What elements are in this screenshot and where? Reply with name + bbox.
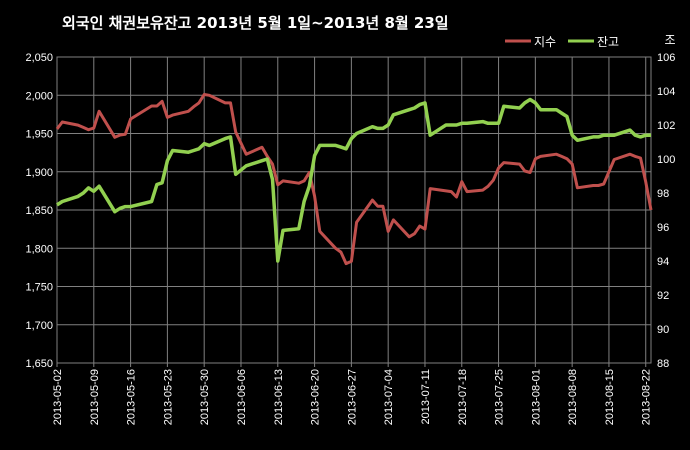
x-tick-label: 2013-08-22 [641, 369, 653, 425]
y-left-tick-label: 2,000 [25, 90, 53, 102]
x-tick-label: 2013-05-16 [126, 369, 138, 425]
y-left-tick-label: 1,850 [25, 205, 53, 217]
y-right-tick-label: 100 [657, 154, 675, 166]
chart-title: 외국인 채권보유잔고 2013년 5월 1일~2013년 8월 23일 [62, 14, 449, 32]
y-left-tick-label: 1,700 [25, 320, 53, 332]
x-tick-label: 2013-08-15 [604, 369, 616, 425]
legend: 지수 잔고 [505, 35, 619, 49]
y-right-tick-label: 104 [657, 86, 675, 98]
y-left-tick-label: 1,750 [25, 282, 53, 294]
x-tick-label: 2013-06-13 [273, 369, 285, 425]
series-line-index [55, 93, 653, 266]
x-tick-label: 2013-07-11 [420, 369, 432, 424]
y-left-tick-label: 1,900 [25, 167, 53, 179]
x-tick-label: 2013-06-27 [346, 369, 358, 425]
y-right-tick-label: 102 [657, 120, 675, 132]
plot-area: 1,650 1,700 1,750 1,800 1,850 1,900 1,950 2,000… [25, 52, 675, 425]
x-tick-label: 2013-05-09 [89, 369, 101, 425]
series-line-balance [56, 97, 651, 263]
legend-label: 지수 [534, 35, 556, 49]
legend-label: 잔고 [597, 35, 619, 49]
y-right-tick-label: 96 [657, 222, 669, 234]
x-tick-label: 2013-08-08 [567, 369, 579, 425]
y-right-tick-label: 90 [657, 324, 669, 336]
y-right-tick-label: 88 [657, 358, 669, 370]
y-right-tick-label: 92 [657, 290, 669, 302]
y-right-tick-label: 106 [657, 52, 675, 64]
x-tick-label: 2013-05-23 [162, 369, 174, 425]
x-tick-label: 2013-06-20 [310, 369, 322, 425]
x-tick-label: 2013-07-18 [457, 369, 469, 425]
y-right-tick-label: 94 [657, 256, 669, 268]
x-tick-label: 2013-08-01 [530, 369, 542, 425]
y-left-tick-label: 1,650 [25, 358, 53, 370]
y-left-tick-label: 1,800 [25, 243, 53, 255]
y-left-tick-label: 2,050 [25, 52, 53, 64]
y-left-tick-label: 1,950 [25, 129, 53, 141]
right-axis-unit: 조 [664, 33, 675, 47]
x-tick-label: 2013-07-04 [383, 369, 395, 425]
x-tick-label: 2013-05-02 [52, 369, 64, 425]
x-tick-label: 2013-07-25 [494, 369, 506, 425]
x-tick-label: 2013-05-30 [199, 369, 211, 425]
x-tick-label: 2013-06-06 [236, 369, 248, 425]
y-right-tick-label: 98 [657, 188, 669, 200]
